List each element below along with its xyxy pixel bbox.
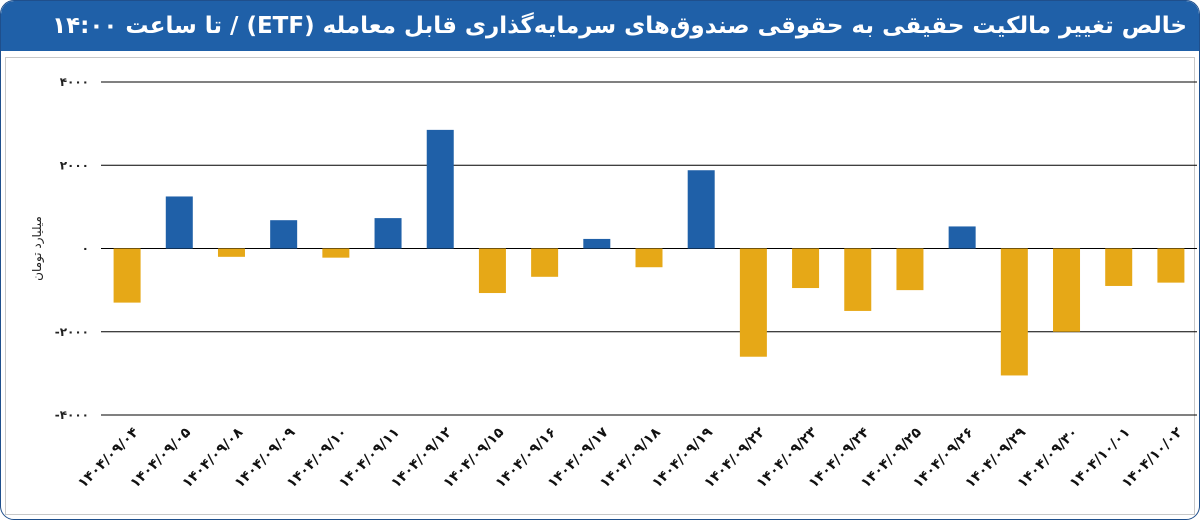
bar xyxy=(739,248,767,357)
bar xyxy=(948,226,976,249)
bar xyxy=(322,248,350,258)
bar xyxy=(374,218,402,249)
plot-border xyxy=(5,57,1195,515)
bar xyxy=(687,170,715,249)
bar-layer xyxy=(113,129,1185,376)
bar xyxy=(113,248,141,303)
x-tick-layer: ۱۴۰۴/۰۹/۰۴۱۴۰۴/۰۹/۰۵۱۴۰۴/۰۹/۰۸۱۴۰۴/۰۹/۰۹… xyxy=(75,424,1186,491)
y-tick-layer: ۴۰۰۰ ۲۰۰۰ ۰ -۲۰۰۰ -۴۰۰۰ xyxy=(55,75,89,422)
bar xyxy=(1053,248,1081,332)
y-tick-label: ۰ xyxy=(82,242,89,256)
y-tick-label: -۴۰۰۰ xyxy=(55,408,89,422)
bar xyxy=(478,248,506,294)
bar xyxy=(1157,248,1185,283)
y-tick-label: ۲۰۰۰ xyxy=(60,158,89,172)
bar xyxy=(896,248,924,291)
bar xyxy=(270,220,298,249)
bar xyxy=(583,238,611,249)
bar xyxy=(1000,248,1028,376)
y-tick-label: -۲۰۰۰ xyxy=(55,325,89,339)
bar xyxy=(792,248,820,289)
bar xyxy=(1105,248,1133,286)
bar xyxy=(165,196,193,249)
bar xyxy=(531,248,559,277)
bar xyxy=(635,248,663,268)
bar xyxy=(426,129,454,249)
bar xyxy=(217,248,245,257)
y-axis-label: میلیارد تومان xyxy=(30,216,45,281)
y-tick-label: ۴۰۰۰ xyxy=(60,75,89,89)
chart-title: خالص تغییر مالکیت حقیقی به حقوقی صندوق‌ه… xyxy=(52,13,1187,39)
title-bar: خالص تغییر مالکیت حقیقی به حقوقی صندوق‌ه… xyxy=(1,1,1199,51)
bar xyxy=(844,248,872,311)
